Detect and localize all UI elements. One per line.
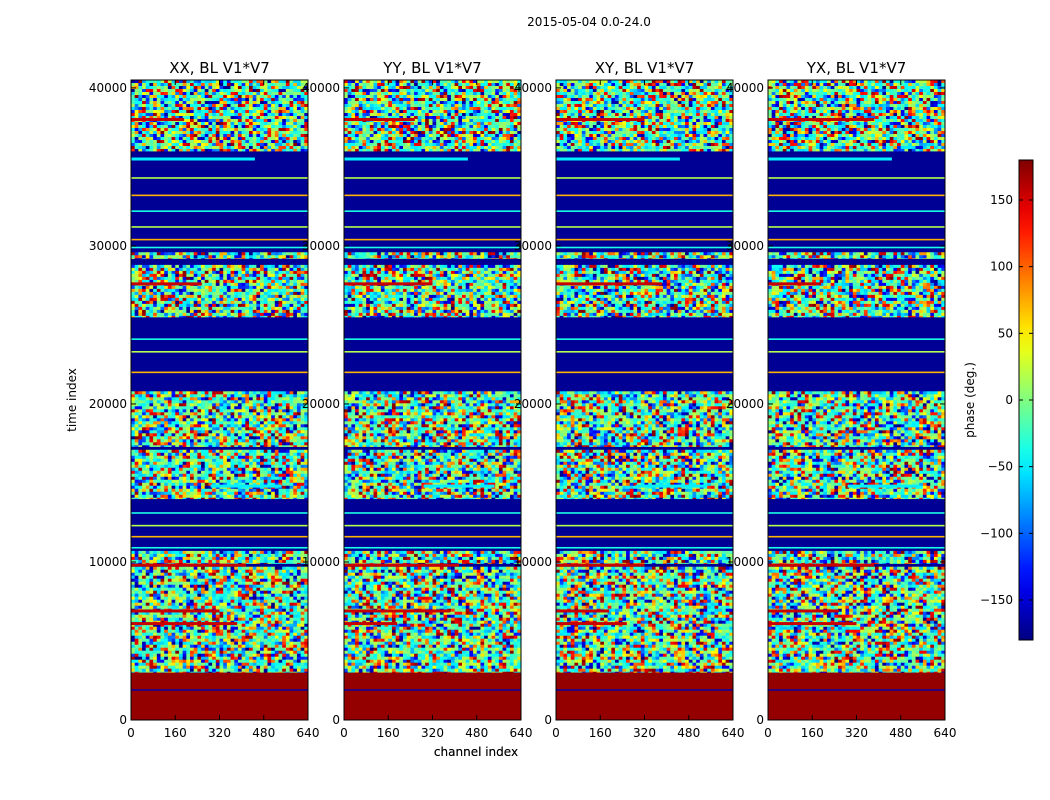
x-tick-label: 0: [764, 726, 772, 740]
y-tick-label: 0: [332, 713, 340, 727]
heatmap-panel-3: XY, BL V1*V7 0 160 320 480 640 0 10000 20000 3000…: [514, 59, 745, 740]
colorbar-tick-label: −50: [988, 460, 1013, 474]
y-tick-label: 40000: [302, 81, 340, 95]
x-tick-label: 480: [677, 726, 700, 740]
x-tick-label: 640: [510, 726, 533, 740]
heatmap-image: [344, 80, 521, 720]
heatmap-image: [768, 80, 945, 720]
x-tick-label: 160: [164, 726, 187, 740]
y-tick-label: 30000: [514, 239, 552, 253]
y-tick-label: 30000: [302, 239, 340, 253]
y-tick-label: 30000: [726, 239, 764, 253]
heatmap-panel-2: YY, BL V1*V7 0 160 320 480 640 0 10000 20000 3000…: [302, 59, 533, 740]
colorbar-tick-label: −150: [980, 593, 1013, 607]
x-tick-label: 0: [340, 726, 348, 740]
colorbar-tick-label: 100: [990, 260, 1013, 274]
x-tick-label: 640: [934, 726, 957, 740]
x-tick-label: 320: [208, 726, 231, 740]
y-tick-label: 10000: [89, 555, 127, 569]
y-tick-label: 10000: [302, 555, 340, 569]
y-tick-label: 40000: [514, 81, 552, 95]
x-tick-label: 480: [252, 726, 275, 740]
x-tick-label: 0: [552, 726, 560, 740]
panel-title: YY, BL V1*V7: [382, 59, 481, 77]
x-axis-label: channel index: [434, 745, 518, 759]
y-tick-label: 40000: [726, 81, 764, 95]
y-tick-label: 0: [119, 713, 127, 727]
y-tick-label: 20000: [302, 397, 340, 411]
y-tick-label: 20000: [514, 397, 552, 411]
x-tick-label: 160: [801, 726, 824, 740]
figure-title: 2015-05-04 0.0-24.0: [527, 15, 651, 29]
y-tick-label: 20000: [726, 397, 764, 411]
colorbar: 150 100 50 0 −50 −100 −150 phase (deg.): [963, 159, 1034, 641]
x-tick-label: 640: [722, 726, 745, 740]
colorbar-tick-label: 150: [990, 193, 1013, 207]
x-axis-label: channel index: [434, 745, 518, 759]
x-tick-label: 160: [377, 726, 400, 740]
colorbar-label: phase (deg.): [963, 362, 977, 438]
y-tick-label: 40000: [89, 81, 127, 95]
heatmap-panel-4: YX, BL V1*V7 0 160 320 480 640 0 10000 20000 3000…: [726, 59, 957, 740]
colorbar-tick-label: −100: [980, 526, 1013, 540]
x-tick-label: 320: [845, 726, 868, 740]
colorbar-tick-label: 0: [1005, 393, 1013, 407]
x-tick-label: 480: [889, 726, 912, 740]
panel-title: XX, BL V1*V7: [169, 59, 270, 77]
y-tick-label: 10000: [726, 555, 764, 569]
y-tick-label: 0: [544, 713, 552, 727]
heatmap-image: [131, 80, 308, 720]
colorbar-tick-label: 50: [998, 326, 1013, 340]
heatmap-panel-1: XX, BL V1*V7 0 160 320 480 640 0 10000 20000 3000…: [65, 59, 319, 740]
heatmap-image: [556, 80, 733, 720]
panel-title: XY, BL V1*V7: [595, 59, 695, 77]
y-axis-label: time index: [65, 368, 79, 432]
x-tick-label: 320: [633, 726, 656, 740]
x-tick-label: 0: [127, 726, 135, 740]
x-tick-label: 640: [297, 726, 320, 740]
panels: XX, BL V1*V7 0 160 320 480 640 0 10000 20000 3000…: [65, 59, 956, 759]
x-tick-label: 320: [421, 726, 444, 740]
x-tick-label: 480: [465, 726, 488, 740]
x-tick-label: 160: [589, 726, 612, 740]
y-tick-label: 30000: [89, 239, 127, 253]
y-tick-label: 0: [756, 713, 764, 727]
y-tick-label: 10000: [514, 555, 552, 569]
panel-title: YX, BL V1*V7: [806, 59, 907, 77]
y-tick-label: 20000: [89, 397, 127, 411]
